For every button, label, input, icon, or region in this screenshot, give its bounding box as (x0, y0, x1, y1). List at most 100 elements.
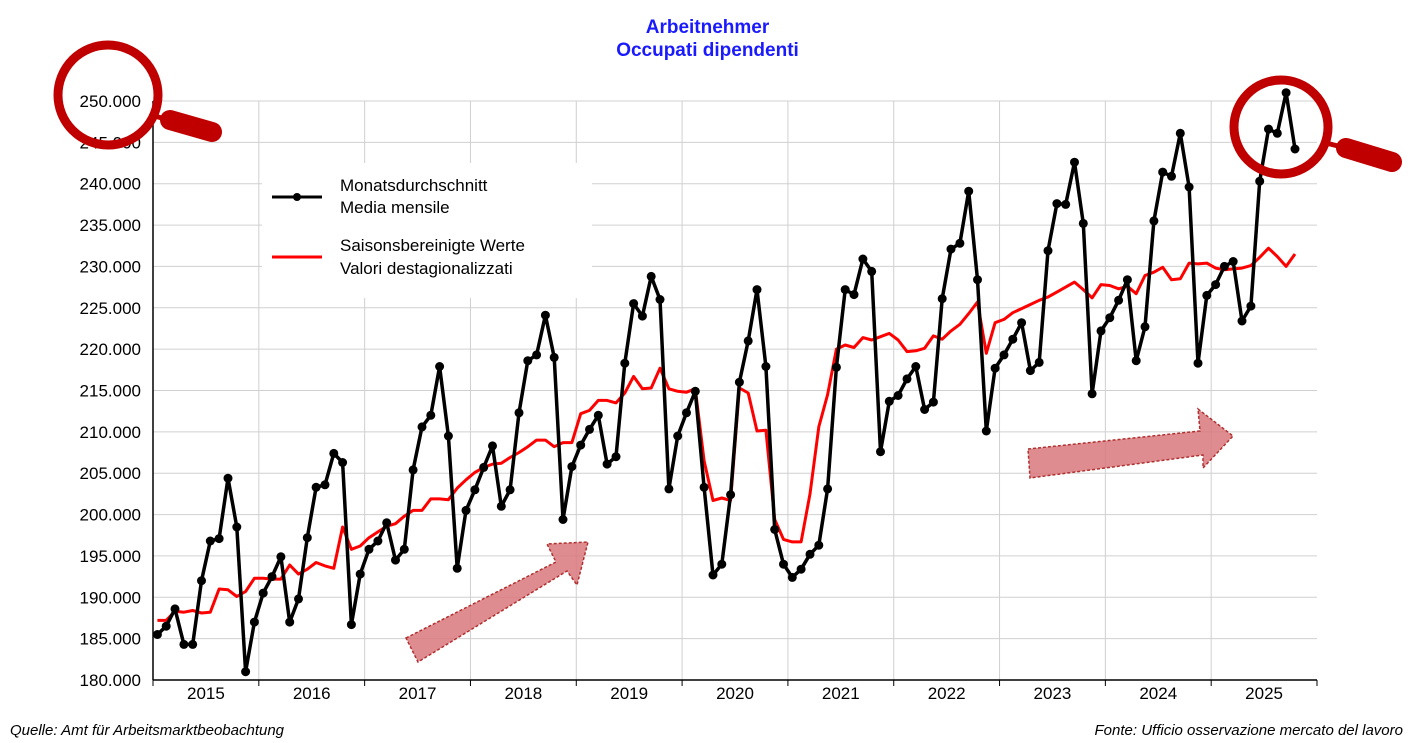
data-point (1246, 301, 1256, 311)
data-point (620, 358, 630, 368)
data-point (1114, 295, 1124, 305)
data-point (391, 555, 400, 565)
data-point (1255, 176, 1265, 186)
data-point (152, 630, 162, 639)
y-tick-label: 215.000 (80, 382, 141, 401)
data-point (197, 576, 206, 586)
x-tick-label: 2021 (822, 684, 860, 703)
data-point (796, 564, 806, 574)
data-point (1078, 218, 1088, 228)
data-point (840, 285, 850, 295)
data-point (593, 410, 603, 420)
y-tick-label: 200.000 (80, 506, 141, 525)
data-point (823, 484, 833, 494)
data-point (320, 480, 330, 490)
x-tick-label: 2022 (928, 684, 966, 703)
data-point (1061, 199, 1071, 209)
data-point (355, 569, 365, 579)
data-point (496, 501, 506, 511)
data-point (170, 604, 180, 614)
data-point (761, 362, 771, 371)
x-tick-label: 2017 (399, 684, 437, 703)
data-point (567, 462, 577, 472)
y-tick-label: 225.000 (80, 299, 141, 318)
data-point (223, 473, 233, 483)
data-point (858, 254, 868, 264)
data-point (470, 485, 480, 495)
data-point (302, 533, 312, 543)
data-point (770, 525, 780, 534)
data-point (1034, 357, 1044, 367)
data-point (1149, 216, 1159, 226)
data-point (294, 594, 303, 604)
data-point (1202, 290, 1212, 300)
data-point (664, 484, 674, 494)
data-point (161, 621, 171, 631)
data-point (884, 396, 894, 406)
data-point (779, 559, 788, 569)
data-point (805, 549, 815, 559)
legend-entry-monthly: Monatsdurchschnitt Media mensile (272, 176, 488, 217)
data-point (928, 397, 938, 407)
data-point (479, 462, 489, 472)
data-point (179, 639, 189, 649)
data-point (682, 408, 691, 418)
data-point (232, 522, 242, 532)
data-point (1052, 199, 1062, 209)
data-point (1175, 128, 1185, 138)
data-point (188, 639, 198, 649)
data-point (311, 482, 321, 492)
data-point (373, 536, 383, 546)
data-point (1290, 144, 1300, 154)
data-point (911, 362, 921, 371)
data-point (699, 482, 709, 492)
legend-label-adjusted-it: Valori destagionalizzati (340, 259, 513, 278)
x-tick-label: 2018 (504, 684, 542, 703)
trend-arrow-icon (1027, 407, 1235, 479)
data-point (920, 405, 930, 414)
data-point (655, 295, 665, 304)
data-point (1131, 356, 1141, 366)
trend-arrow-icon (404, 541, 589, 664)
data-point (1184, 182, 1194, 192)
data-point (902, 374, 912, 384)
data-point (1167, 171, 1176, 181)
data-point (338, 458, 348, 467)
y-tick-label: 220.000 (80, 340, 141, 359)
y-tick-label: 235.000 (80, 216, 141, 235)
data-point (505, 485, 515, 495)
data-point (1264, 124, 1273, 134)
y-axis: 180.000 185.000 190.000 195.000 200.000 205.0… (80, 92, 154, 690)
y-tick-label: 210.000 (80, 423, 141, 442)
y-tick-label: 240.000 (80, 175, 141, 194)
chart-subtitle: Occupati dipendenti (616, 40, 799, 61)
data-point (205, 536, 215, 546)
data-point (488, 441, 497, 451)
data-point (443, 431, 453, 441)
data-point (999, 350, 1009, 360)
data-point (1122, 275, 1132, 285)
x-tick-label: 2024 (1139, 684, 1177, 703)
chart-title: Arbeitnehmer (645, 17, 770, 38)
legend-entry-adjusted: Saisonsbereinigte Werte Valori destagion… (272, 236, 525, 278)
data-point (1272, 128, 1282, 138)
data-point (708, 570, 718, 580)
data-point (382, 518, 392, 528)
data-point (990, 363, 1000, 373)
series-line-monthly (156, 90, 1297, 674)
data-point (1158, 167, 1168, 177)
data-point (876, 447, 885, 457)
data-point (1017, 318, 1027, 328)
data-point (585, 424, 594, 434)
data-point (417, 422, 427, 432)
data-point (241, 667, 251, 677)
y-tick-label: 180.000 (80, 671, 141, 690)
data-point (258, 588, 268, 598)
data-point (893, 391, 903, 400)
data-point (752, 285, 762, 295)
series-monthly-average (152, 88, 1300, 677)
x-tick-label: 2019 (610, 684, 648, 703)
data-point (1008, 334, 1018, 344)
legend-label-monthly-it: Media mensile (340, 198, 450, 217)
